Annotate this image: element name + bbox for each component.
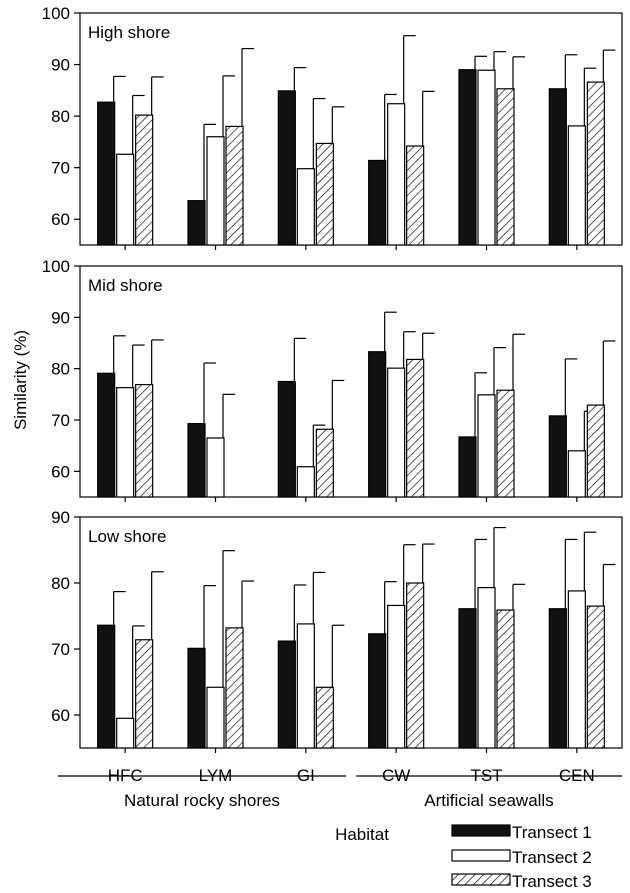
bar-transect-2 <box>387 604 406 749</box>
bar-transect-3 <box>135 114 154 246</box>
legend-swatch <box>451 849 511 862</box>
bar-transect-2 <box>116 153 135 246</box>
bar-transect-1 <box>187 200 206 246</box>
bar-transect-3 <box>225 627 244 749</box>
bar-transect-3 <box>315 428 334 498</box>
panel-frame <box>79 516 623 749</box>
bar-transect-2 <box>477 394 496 498</box>
bar-transect-1 <box>458 436 477 498</box>
bar-transect-3 <box>406 582 425 749</box>
y-tick-label: 80 <box>51 107 70 126</box>
y-tick-label: 60 <box>51 706 70 725</box>
bar-transect-3 <box>315 686 334 749</box>
y-tick-label: 70 <box>51 640 70 659</box>
bar-transect-1 <box>548 415 567 498</box>
bar-transect-2 <box>387 367 406 498</box>
y-tick-label: 100 <box>42 257 70 276</box>
x-axis-label: Habitat <box>335 825 389 844</box>
bar-transect-2 <box>477 69 496 246</box>
group-label: Natural rocky shores <box>124 791 280 810</box>
bar-transect-1 <box>368 159 387 246</box>
y-tick-label: 90 <box>51 508 70 527</box>
y-tick-label: 70 <box>51 411 70 430</box>
bar-transect-3 <box>406 145 425 246</box>
bar-transect-3 <box>496 389 515 498</box>
bar-transect-1 <box>97 624 116 749</box>
panel-title: Low shore <box>88 527 166 546</box>
bar-transect-1 <box>97 372 116 498</box>
bar-transect-2 <box>387 103 406 246</box>
bar-transect-1 <box>187 422 206 498</box>
bar-transect-3 <box>496 88 515 246</box>
bar-transect-3 <box>406 358 425 498</box>
bar-transect-2 <box>206 686 225 749</box>
bar-transect-1 <box>277 90 296 246</box>
bar-transect-3 <box>586 404 605 498</box>
bar-transect-2 <box>116 717 135 749</box>
bar-transect-1 <box>458 608 477 749</box>
bar-transect-2 <box>296 466 315 498</box>
y-tick-label: 60 <box>51 462 70 481</box>
group-label: Artificial seawalls <box>424 791 553 810</box>
legend-label: Transect 1 <box>512 823 592 842</box>
y-tick-label: 100 <box>42 4 70 23</box>
legend-swatch <box>451 824 511 837</box>
bar-transect-3 <box>586 605 605 749</box>
bar-transect-1 <box>97 101 116 246</box>
panel-frame <box>79 265 623 498</box>
bar-transect-2 <box>206 437 225 498</box>
bar-transect-3 <box>315 142 334 246</box>
y-tick-label: 90 <box>51 308 70 327</box>
y-tick-label: 60 <box>51 210 70 229</box>
bar-transect-2 <box>477 587 496 749</box>
bar-transect-2 <box>206 136 225 246</box>
bar-transect-1 <box>368 351 387 498</box>
y-tick-label: 70 <box>51 159 70 178</box>
bar-transect-2 <box>567 590 586 749</box>
legend-swatch <box>451 873 511 886</box>
y-axis-label: Similarity (%) <box>11 330 30 430</box>
y-tick-label: 90 <box>51 56 70 75</box>
bar-transect-3 <box>586 81 605 246</box>
bar-transect-2 <box>567 450 586 498</box>
panel-title: Mid shore <box>88 276 163 295</box>
bar-transect-1 <box>277 380 296 498</box>
bar-transect-1 <box>187 647 206 749</box>
bar-transect-3 <box>225 125 244 246</box>
bar-transect-3 <box>135 383 154 498</box>
y-tick-label: 80 <box>51 574 70 593</box>
bar-transect-3 <box>496 609 515 749</box>
legend-label: Transect 3 <box>512 872 592 891</box>
bar-transect-1 <box>277 640 296 749</box>
y-tick-label: 80 <box>51 360 70 379</box>
bar-transect-2 <box>567 125 586 246</box>
bar-transect-1 <box>368 633 387 749</box>
panel-title: High shore <box>88 23 170 42</box>
bar-transect-1 <box>548 608 567 749</box>
panel-frame <box>79 12 623 246</box>
bar-transect-2 <box>296 168 315 246</box>
bar-transect-2 <box>116 387 135 498</box>
legend-label: Transect 2 <box>512 848 592 867</box>
bar-transect-3 <box>135 639 154 749</box>
bar-transect-1 <box>548 88 567 246</box>
bar-transect-2 <box>296 623 315 749</box>
bar-transect-1 <box>458 69 477 246</box>
